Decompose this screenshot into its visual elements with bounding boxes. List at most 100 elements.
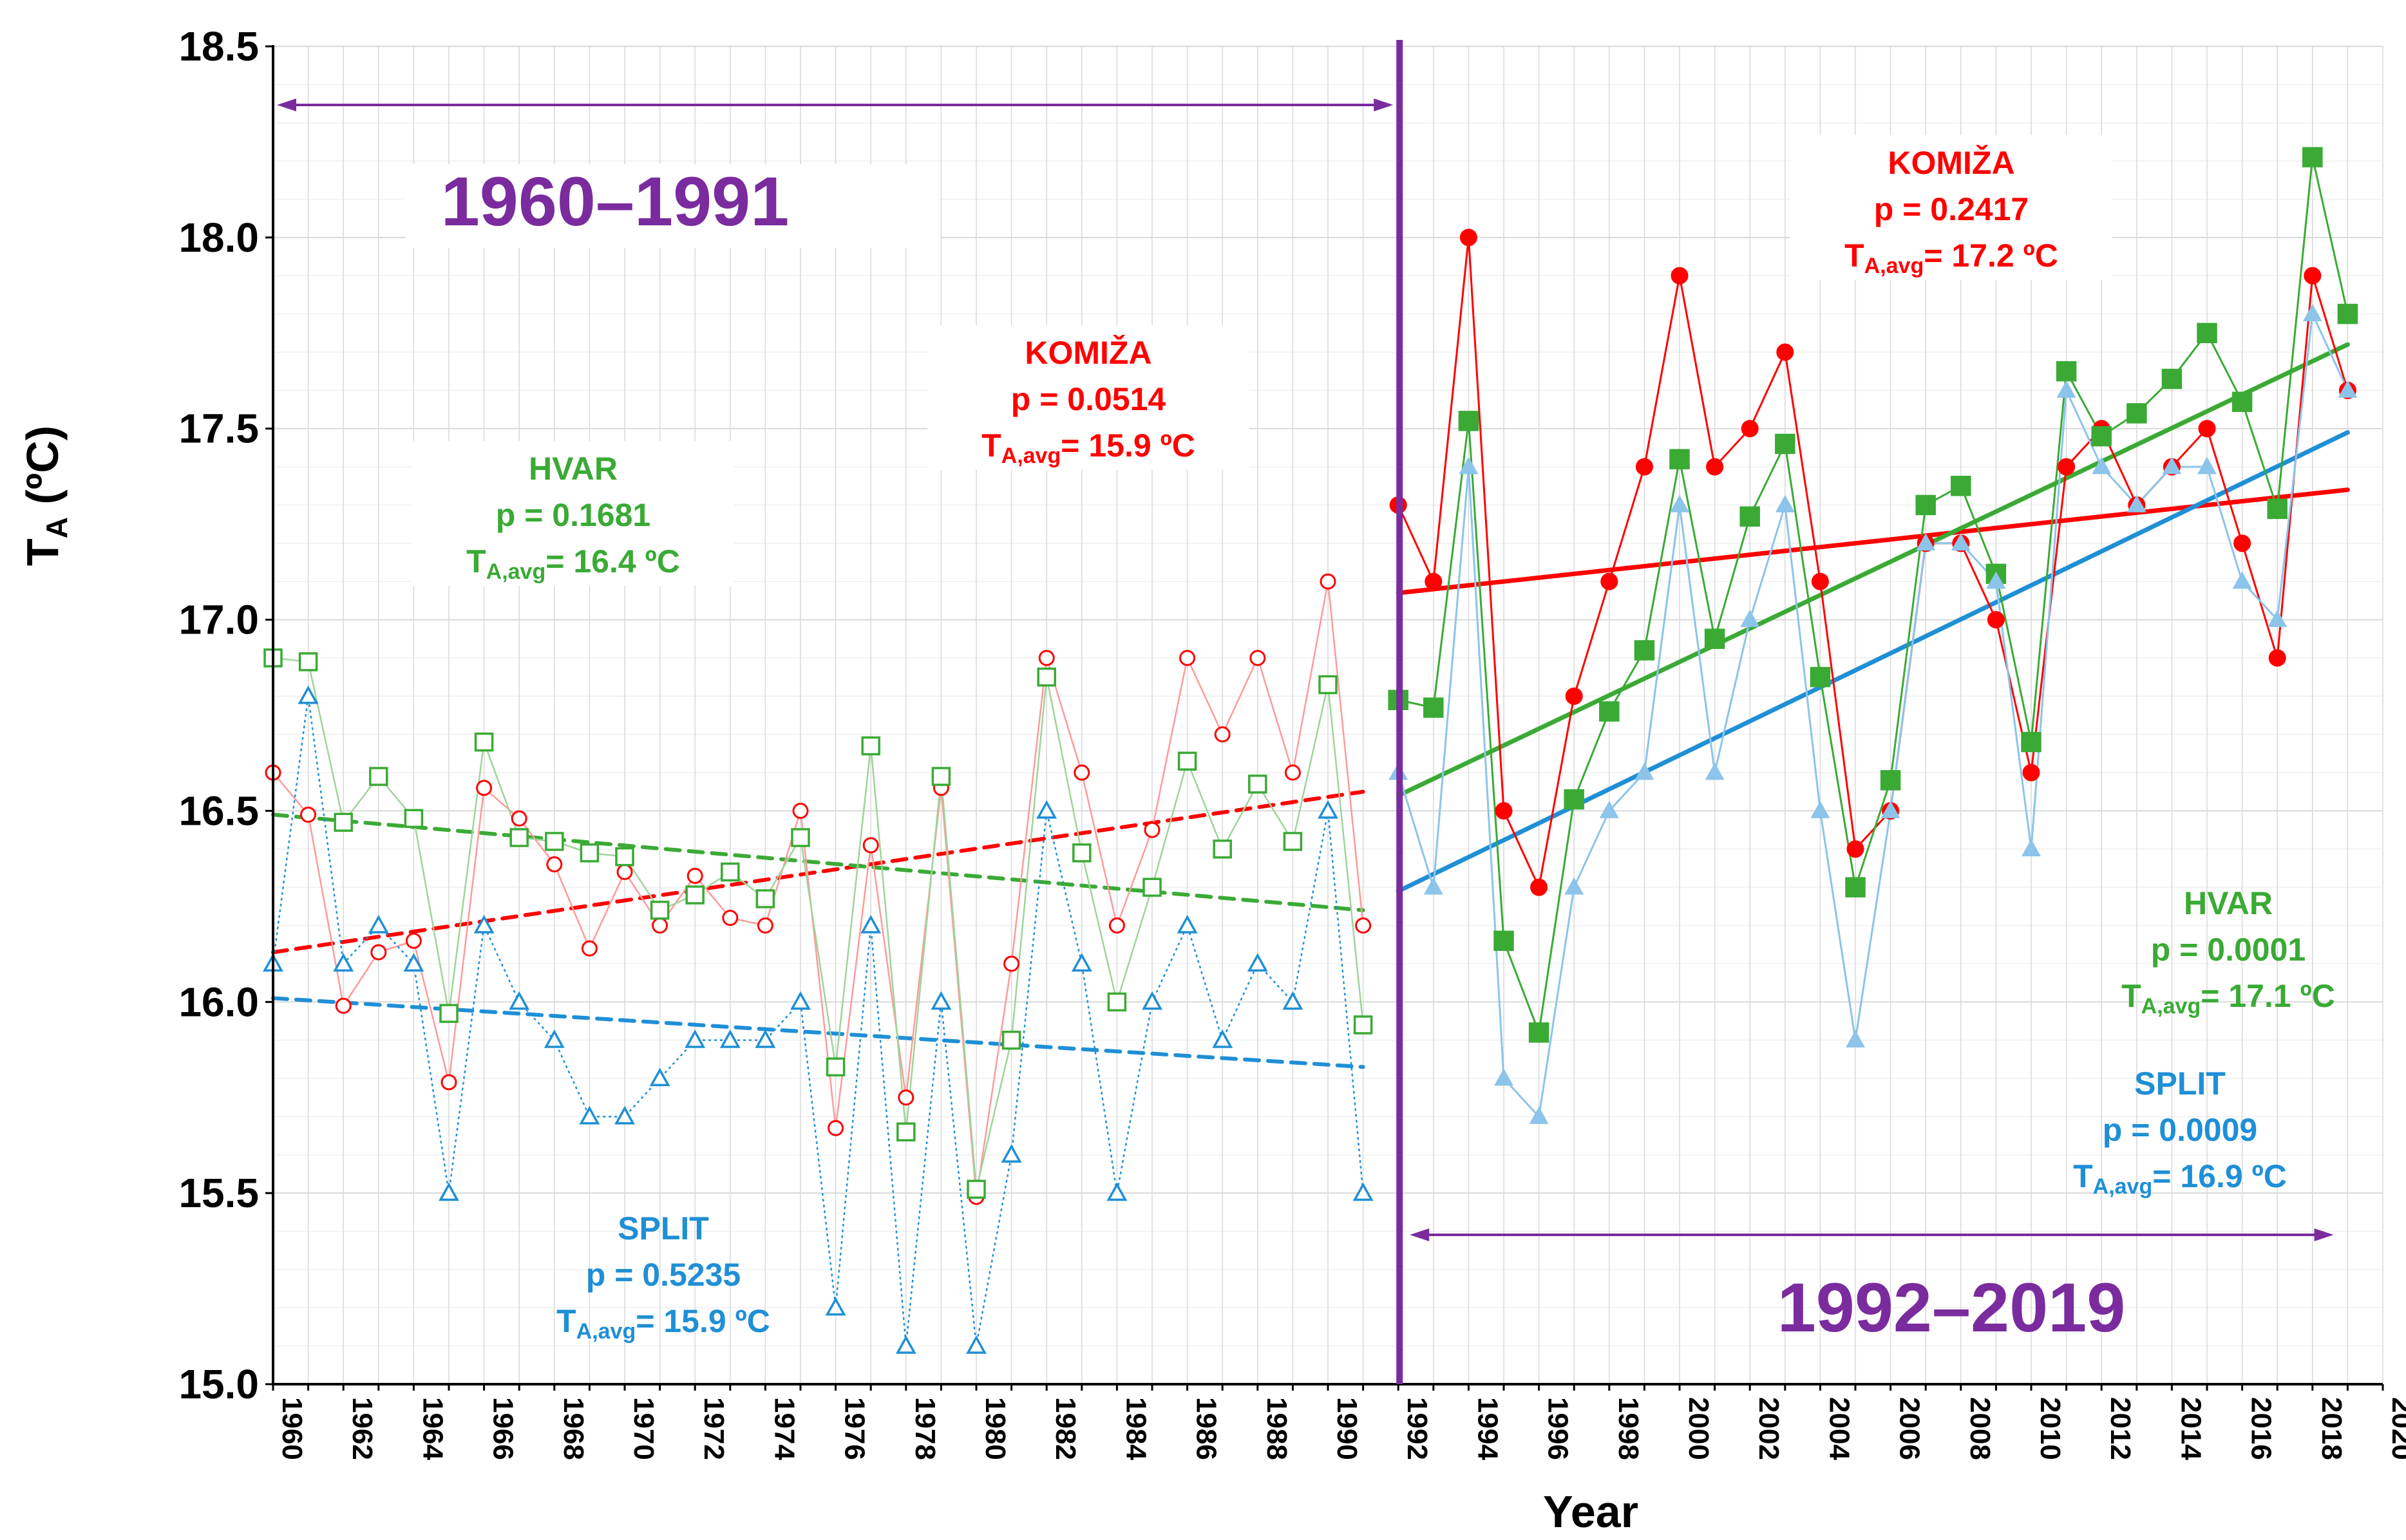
komiza-point [1741,420,1759,438]
hvar-point [1248,775,1267,794]
y-tick-label: 17.0 [178,597,259,643]
split-point [509,991,530,1010]
split-point [403,953,424,972]
komiza-point [405,932,422,949]
split-point [1459,456,1479,474]
komiza-point [1144,822,1160,838]
x-tick-label: 1970 [628,1397,659,1460]
hvar-point [826,1057,846,1076]
avg-symbol: T [981,427,1001,464]
split-point [2268,609,2288,627]
hvar-point [439,1004,459,1023]
y-tick-label: 16.0 [178,979,259,1025]
split-point [1247,953,1268,972]
avg-symbol: T [1844,238,1864,274]
split-line-p2 [1397,310,2349,1119]
split-point [1177,914,1198,934]
x-tick-label: 1984 [1120,1397,1151,1460]
x-tick-label: 1986 [1191,1397,1222,1460]
hvar-point [474,732,494,752]
komiza-point [1706,458,1724,476]
komiza-point [1425,572,1443,590]
split-trend-p1 [271,996,1365,1069]
komiza-point [370,944,387,961]
y-tick-label: 17.5 [178,406,259,452]
hvar-point [755,889,775,908]
hvar-point [580,843,600,863]
split-stats-p: p = 0.0009 [2103,1112,2257,1148]
komiza-point [1459,229,1477,247]
komiza-stats-p: p = 0.0514 [1011,381,1166,417]
x-tick-label: 1996 [1542,1397,1574,1460]
hvar-point [2337,303,2358,324]
avg-subscript: A,avg [1864,254,1924,278]
period-1-arrow-head-left [277,99,296,111]
split-point [1634,762,1654,780]
x-tick-label: 2018 [2316,1397,2347,1460]
split-point [790,991,811,1010]
komiza-point [2198,420,2216,438]
y-axis-title: TA (ºC) [17,426,73,566]
split-point [1001,1144,1022,1163]
komiza-point [1179,650,1196,666]
hvar-point [931,767,951,786]
x-tick-label: 2010 [2034,1397,2066,1460]
period-1-label: 1960–1991 [441,162,790,240]
split-point [1986,571,2006,589]
split-point [649,1067,670,1087]
hvar-point [1704,628,1725,650]
split-stats-avg: TA,avg= 16.9 ºC [2073,1158,2287,1199]
split-point [1916,533,1936,551]
hvar-line-p2 [1397,156,2349,1037]
komiza-point [476,780,493,796]
split-point [895,1335,916,1354]
komiza-point [2268,649,2286,667]
split-point [1810,800,1830,818]
split-point [1282,991,1303,1010]
komiza-point [1565,687,1583,705]
komiza-point [1320,573,1336,590]
x-tick-label: 1994 [1472,1397,1503,1460]
hvar-point [1739,506,1760,527]
komiza-point [511,810,527,827]
komiza-point [1249,650,1266,666]
split-point [755,1029,776,1048]
split-point [298,685,319,704]
avg-subscript: A,avg [576,1319,636,1344]
komiza-point [862,837,879,854]
komiza-point [1495,802,1513,820]
split-point [2338,380,2358,398]
hvar-point [1283,832,1303,851]
split-point [1318,800,1338,819]
y-tick-label: 16.5 [178,787,259,834]
split-point [1670,494,1689,512]
hvar-point [1599,701,1620,722]
hvar-point [1423,697,1444,718]
hvar-point [791,828,810,847]
hvar-point [1318,675,1338,695]
hvar-point [615,847,634,867]
hvar-point [1001,1030,1021,1050]
komiza-point [335,997,352,1014]
hvar-point [545,832,564,851]
hvar-point [967,1179,986,1199]
y-axis-title-sub: A [40,517,73,538]
komiza-point [1214,726,1231,743]
avg-symbol: T [466,543,486,579]
komiza-stats-avg-value: = 17.2 ºC [1924,238,2058,274]
komiza-point [1284,764,1301,781]
x-tick-label: 1978 [909,1397,941,1460]
split-point [2162,456,2182,474]
split-point [1036,800,1057,819]
split-point [368,914,389,934]
hvar-point [2267,498,2288,520]
x-tick-label: 1974 [768,1397,800,1460]
hvar-point [1634,640,1655,661]
x-tick-label: 1988 [1261,1397,1293,1460]
komiza-point [616,863,633,880]
hvar-point [2231,391,2253,412]
komiza-point [1003,955,1020,972]
x-tick-label: 1972 [698,1397,730,1460]
avg-subscript: A,avg [486,559,546,584]
